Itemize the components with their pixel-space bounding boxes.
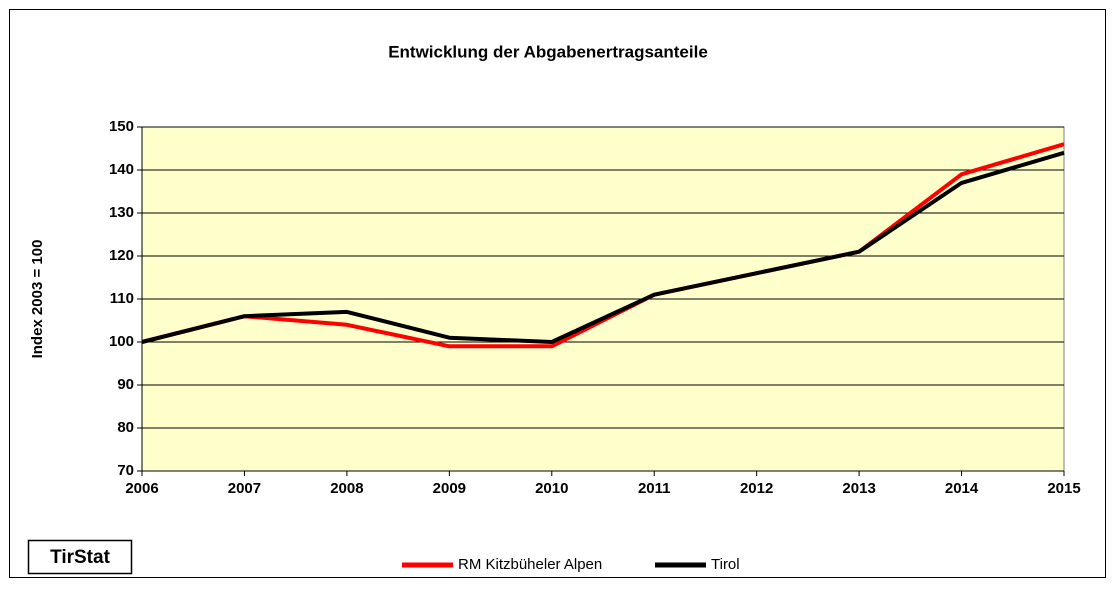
- chart-title: Entwicklung der Abgabenertragsanteile: [388, 42, 708, 61]
- y-tick-label: 90: [117, 376, 134, 393]
- legend-label: Tirol: [711, 556, 740, 573]
- x-tick-label: 2015: [1047, 480, 1080, 497]
- y-tick-label: 70: [117, 462, 134, 479]
- y-tick-label: 120: [109, 247, 134, 264]
- source-label: TirStat: [50, 547, 111, 568]
- x-tick-label: 2009: [433, 480, 466, 497]
- x-tick-label: 2006: [125, 480, 158, 497]
- x-tick-label: 2007: [228, 480, 261, 497]
- legend-label: RM Kitzbüheler Alpen: [458, 556, 602, 573]
- source-box: [27, 539, 133, 575]
- x-tick-label: 2012: [740, 480, 773, 497]
- y-tick-label: 80: [117, 419, 134, 436]
- x-tick-label: 2013: [842, 480, 875, 497]
- x-tick-label: 2011: [638, 480, 671, 497]
- y-tick-label: 100: [109, 333, 134, 350]
- y-tick-label: 110: [110, 290, 134, 307]
- y-tick-label: 150: [109, 118, 134, 135]
- series-line: [141, 150, 1065, 344]
- x-tick-label: 2014: [945, 480, 979, 497]
- x-tick-label: 2008: [330, 480, 363, 497]
- y-axis-label: Index 2003 = 100: [29, 240, 46, 359]
- x-tick-label: 2010: [535, 480, 568, 497]
- y-tick-label: 130: [109, 204, 134, 221]
- y-tick-label: 140: [109, 161, 134, 178]
